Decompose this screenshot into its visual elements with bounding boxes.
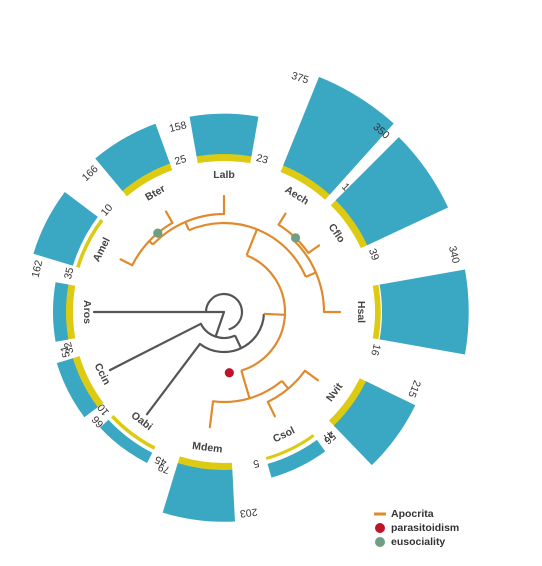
inner-bar-lalb (196, 152, 252, 164)
outer-bar-aros (52, 282, 69, 342)
inner-count-amel: 10 (99, 202, 116, 219)
taxon-label-nvit: Nvit (324, 380, 346, 404)
inner-count-hsal: 16 (368, 343, 383, 357)
outer-count-hsal: 340 (446, 245, 462, 265)
branch-stem-12 (305, 271, 317, 278)
outer-count-oabi: 45 (153, 453, 169, 469)
count-bars: 5135162101662515823375116350393401621547… (30, 70, 469, 522)
outer-bar-nvit (333, 381, 416, 466)
branch-ccin (108, 322, 202, 372)
taxon-label-hsal: Hsal (355, 301, 367, 323)
branch-oabi (145, 342, 202, 416)
inner-bar-ccin (68, 356, 104, 410)
outer-bar-oabi (100, 419, 153, 463)
branch-arc-3 (199, 313, 266, 354)
branch-arc-13 (292, 238, 326, 313)
inner-count-mdem: 79 (156, 461, 171, 476)
outer-bar-lalb (189, 113, 259, 157)
branch-aech (277, 212, 287, 226)
outer-count-mdem: 203 (239, 505, 258, 519)
taxon-label-aech: Aech (283, 184, 311, 208)
root-arc (204, 292, 244, 331)
legend-label-parasitoidism: parasitoidism (391, 522, 459, 534)
branch-arc-11 (131, 221, 174, 266)
branch-stem-4 (263, 312, 285, 316)
outer-bar-bter (95, 123, 170, 191)
inner-bar-amel (76, 218, 104, 268)
legend-swatch-parasitoidism (375, 523, 385, 533)
branch-cflo (307, 244, 321, 255)
branch-arc-17 (212, 380, 283, 404)
legend: Apocrita parasitoidism eusociality (374, 508, 459, 548)
inner-count-ccin: 32 (62, 341, 76, 355)
taxon-label-mdem: Mdem (192, 440, 224, 456)
branch-arc-9 (152, 212, 225, 246)
outer-bar-csol (267, 439, 326, 478)
branch-csol (266, 400, 276, 418)
branch-arc-5 (241, 254, 287, 372)
taxon-label-oabi: Oabi (129, 409, 155, 433)
branch-stem-18 (281, 380, 290, 390)
outer-count-lalb: 158 (168, 119, 188, 135)
phylogenetic-tree (92, 194, 342, 429)
outer-bar-cflo (335, 137, 449, 246)
branch-stem-0 (214, 311, 226, 337)
legend-label-eusociality: eusociality (391, 536, 445, 548)
branch-mdem (208, 400, 215, 429)
inner-count-cflo: 39 (366, 247, 381, 262)
inner-count-csol: 5 (252, 457, 260, 470)
eusociality-marker-ants (290, 233, 301, 243)
inner-count-lalb: 23 (255, 152, 269, 167)
inner-bar-bter (121, 161, 173, 197)
taxon-label-bter: Bter (143, 183, 167, 204)
branch-amel (119, 258, 134, 267)
outer-count-amel: 162 (30, 259, 46, 279)
branch-nvit (303, 369, 319, 382)
outer-count-aros: 51 (58, 344, 73, 358)
outer-count-nvit: 215 (405, 378, 423, 399)
branch-arc-7 (188, 221, 307, 278)
outer-count-bter: 166 (80, 163, 101, 184)
taxon-label-ccin: Ccin (92, 361, 113, 387)
branch-stem-2 (234, 335, 243, 349)
outer-bar-ccin (56, 358, 98, 418)
outer-bar-amel (33, 192, 98, 266)
branch-bter (164, 210, 174, 224)
taxon-label-lalb: Lalb (213, 169, 235, 181)
inner-count-aros: 35 (62, 266, 77, 280)
branch-stem-6 (245, 228, 259, 256)
taxon-label-cflo: Cflo (326, 221, 348, 245)
branch-stem-8 (184, 221, 190, 231)
outer-bar-hsal (379, 269, 469, 355)
taxon-label-aros: Aros (81, 300, 93, 324)
branch-arc-19 (267, 370, 306, 403)
outer-count-aech: 375 (290, 70, 311, 87)
inner-bar-csol (265, 434, 315, 461)
eusociality-marker-bees (153, 228, 163, 238)
taxon-label-amel: Amel (91, 235, 113, 263)
inner-count-bter: 25 (173, 153, 188, 168)
inner-bar-hsal (372, 284, 381, 340)
outer-bar-aech (283, 76, 394, 195)
branch-stem-16 (240, 370, 251, 399)
legend-label-apocrita: Apocrita (391, 508, 434, 520)
branch-arc-1 (199, 323, 236, 340)
outer-bar-mdem (162, 463, 235, 522)
inner-bar-oabi (110, 414, 156, 450)
taxon-label-csol: Csol (271, 425, 297, 446)
parasitoidism-marker (224, 368, 234, 378)
legend-swatch-eusociality (375, 537, 385, 547)
